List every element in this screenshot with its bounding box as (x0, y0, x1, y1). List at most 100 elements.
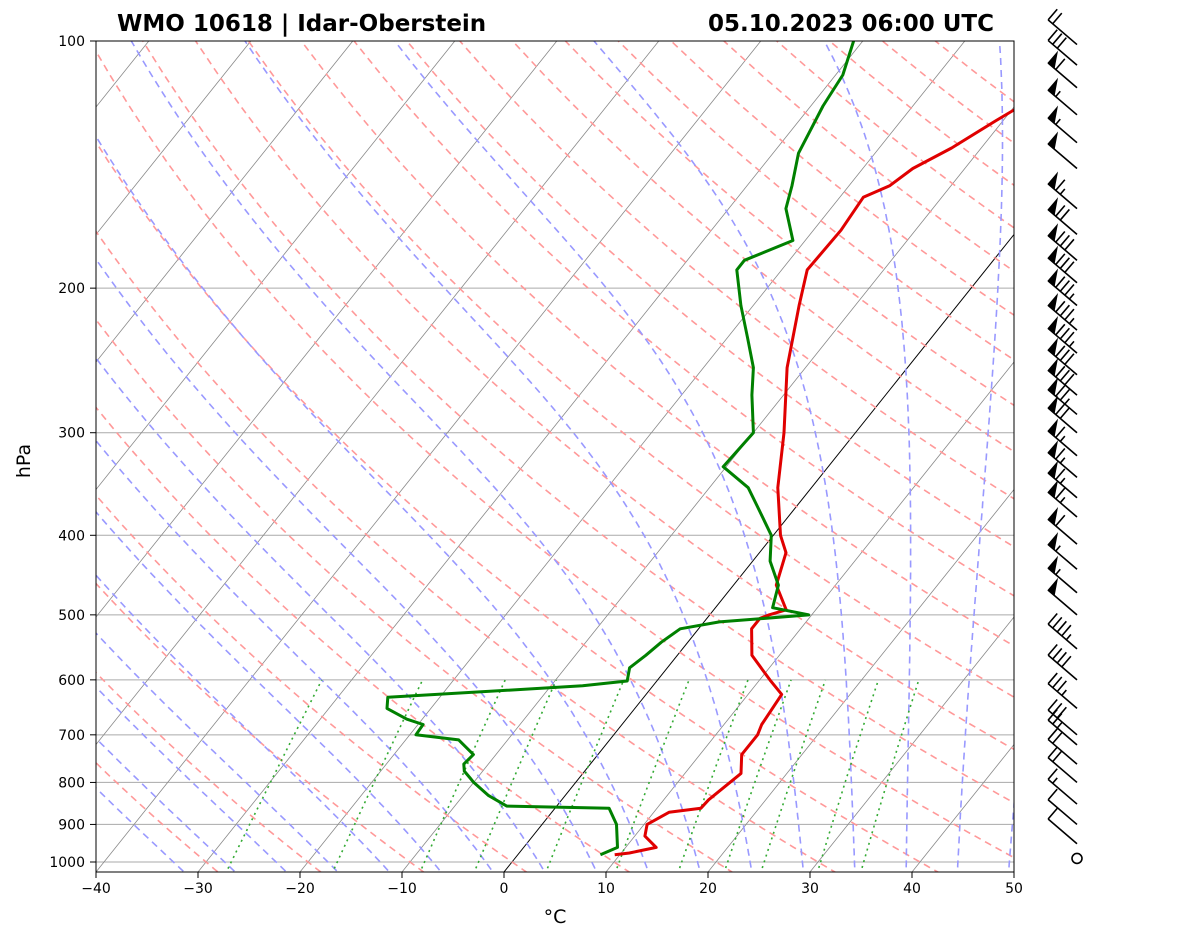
barb-full (1047, 746, 1058, 759)
x-tick-label: 20 (699, 881, 717, 897)
wind-barb-470 (1047, 555, 1078, 594)
wind-barb-160 (1047, 171, 1078, 210)
barb-full (1056, 680, 1067, 693)
dry-adiabat-140 (564, 41, 1014, 407)
barb-flag (1047, 555, 1059, 575)
barb-full (1052, 732, 1063, 744)
barb-flag (1047, 293, 1059, 312)
barb-full (1052, 647, 1063, 660)
barb-shaft (1047, 19, 1078, 46)
barb-shaft (1047, 799, 1078, 826)
dry-adiabat-80 (247, 41, 1014, 699)
x-tick-label: −40 (81, 881, 111, 897)
barb-full (1055, 345, 1066, 358)
barb-full (1052, 616, 1063, 629)
barb-full (1047, 807, 1058, 820)
barb-full (1055, 365, 1066, 378)
mixing-ratio-lines (225, 679, 920, 872)
calm-circle (1071, 852, 1083, 865)
wind-barb-360 (1047, 460, 1078, 499)
wind-barb-114 (1047, 50, 1078, 89)
barb-full (1059, 327, 1070, 340)
barb-full (1047, 8, 1058, 21)
chart-title-date: 05.10.2023 06:00 UTC (708, 11, 994, 37)
barb-flag (1047, 577, 1059, 597)
wind-barb-285 (1047, 377, 1078, 416)
barb-full (1052, 750, 1063, 763)
moist-adiabat-30 (394, 41, 805, 872)
barb-full (1047, 29, 1058, 41)
barb-full (1055, 276, 1066, 288)
mixing-ratio-36 (860, 679, 920, 872)
dry-adiabat-170 (722, 41, 1014, 273)
barb-full (1059, 369, 1070, 382)
wind-barb-143 (1047, 131, 1078, 170)
barb-shaft (1047, 623, 1078, 650)
barb-flag (1047, 479, 1059, 499)
y-tick-label: 900 (58, 817, 85, 833)
wind-barb-550 (1047, 612, 1078, 650)
barb-full (1061, 655, 1072, 668)
wind-barb-340 (1047, 440, 1078, 478)
barb-shaft (1047, 778, 1078, 805)
barb-flag (1047, 377, 1059, 396)
wind-barb-950 (1047, 807, 1078, 845)
wind-barb-133 (1047, 105, 1078, 144)
barb-full (1059, 349, 1070, 361)
barb-full (1059, 234, 1070, 247)
isotherm--50 (96, 41, 660, 746)
isotherm--90 (96, 41, 252, 236)
isotherm--30 (197, 41, 864, 872)
x-tick-label: 50 (1005, 881, 1023, 897)
barb-full (1047, 612, 1058, 625)
wind-barb-650 (1047, 672, 1078, 710)
y-tick-label: 700 (58, 728, 85, 744)
barb-half (1059, 477, 1066, 484)
barb-full (1047, 644, 1058, 656)
barb-half (1064, 398, 1070, 405)
dry-adiabat-160 (669, 41, 1014, 317)
dry-adiabat--30 (96, 761, 220, 872)
barb-full (1059, 304, 1070, 317)
barb-full (1055, 385, 1066, 397)
wind-barb-600 (1047, 644, 1078, 681)
wind-barb-172 (1047, 197, 1078, 235)
barb-full (1055, 58, 1066, 71)
barb-full (1064, 373, 1075, 386)
barb-full (1064, 353, 1075, 365)
isotherm--70 (96, 41, 456, 491)
barb-half (1059, 188, 1066, 195)
moist-adiabat-20 (130, 41, 702, 872)
barb-shaft (1047, 39, 1078, 66)
isotherm--100 (96, 41, 150, 108)
wind-barb-255 (1047, 337, 1078, 376)
moist-adiabat-0 (96, 439, 494, 872)
x-tick-label: −20 (285, 881, 315, 897)
isotherm--20 (299, 41, 966, 872)
barb-flag (1047, 268, 1059, 287)
barb-full (1059, 407, 1070, 419)
wind-barb-410 (1047, 507, 1078, 545)
barb-half (1065, 633, 1072, 641)
barb-full (1055, 403, 1066, 416)
chart-title-station: WMO 10618 | Idar-Oberstein (117, 11, 486, 37)
isotherm-40 (911, 743, 1014, 872)
barb-full (1059, 280, 1070, 292)
isotherms (96, 41, 1014, 872)
barb-flag (1047, 358, 1059, 377)
y-tick-label: 400 (58, 528, 85, 544)
wind-barb-101 (1047, 8, 1078, 46)
wind-barb-320 (1047, 418, 1078, 457)
barb-half (1055, 118, 1061, 126)
moist-adiabat--20 (96, 685, 288, 872)
moist-adiabat-5 (96, 356, 546, 872)
barb-flag (1047, 418, 1059, 438)
barb-full (1055, 323, 1066, 336)
mixing-ratio-28 (816, 679, 880, 872)
dry-adiabat-10 (96, 406, 631, 872)
barb-full (1047, 788, 1058, 801)
y-tick-label: 500 (58, 608, 85, 624)
y-tick-label: 200 (58, 281, 85, 297)
wind-barb-210 (1047, 268, 1078, 307)
